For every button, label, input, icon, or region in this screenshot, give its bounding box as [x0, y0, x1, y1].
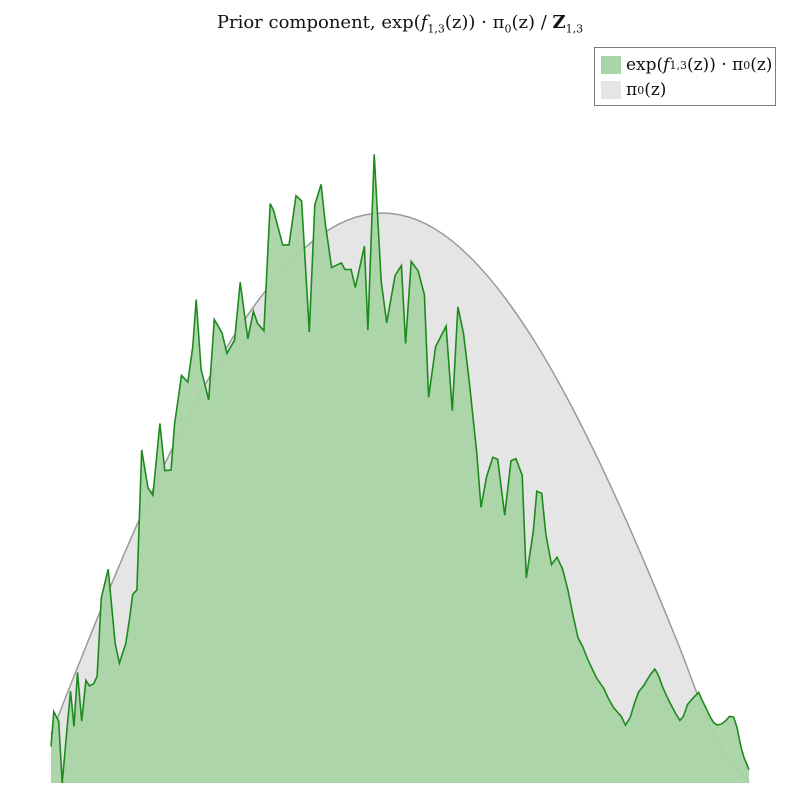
title-middle: (z)) · π	[444, 12, 505, 33]
title-after: (z) /	[511, 12, 553, 33]
product-line	[50, 154, 750, 784]
legend-swatch-product	[601, 56, 621, 74]
legend-swatch-prior	[601, 81, 621, 99]
legend: exp(f 1,3 (z)) · π 0 (z) π 0 (z)	[594, 47, 776, 106]
title-pi-subscript: 0	[504, 22, 512, 36]
title-z: Z	[552, 12, 566, 33]
legend-product-mid: (z)) · π	[686, 55, 744, 75]
legend-product-pre: exp(	[626, 55, 664, 75]
legend-prior-post: (z)	[644, 80, 667, 100]
legend-entry-product: exp(f 1,3 (z)) · π 0 (z)	[601, 54, 772, 76]
legend-product-pisub: 0	[743, 58, 751, 72]
legend-prior-pre: π	[626, 80, 638, 100]
title-z-subscript: 1,3	[565, 22, 584, 36]
legend-product-post: (z)	[750, 55, 773, 75]
product-area	[51, 154, 749, 784]
legend-prior-pisub: 0	[637, 83, 645, 97]
legend-entry-prior: π 0 (z)	[601, 79, 666, 101]
chart-title: Prior component, exp(f1,3(z)) · π0(z) / …	[0, 12, 800, 36]
legend-product-fsub: 1,3	[669, 58, 687, 72]
title-prefix: Prior component, exp(	[216, 12, 421, 33]
title-f: f	[420, 12, 428, 33]
legend-product-f: f	[663, 55, 670, 75]
title-f-subscript: 1,3	[427, 22, 445, 36]
